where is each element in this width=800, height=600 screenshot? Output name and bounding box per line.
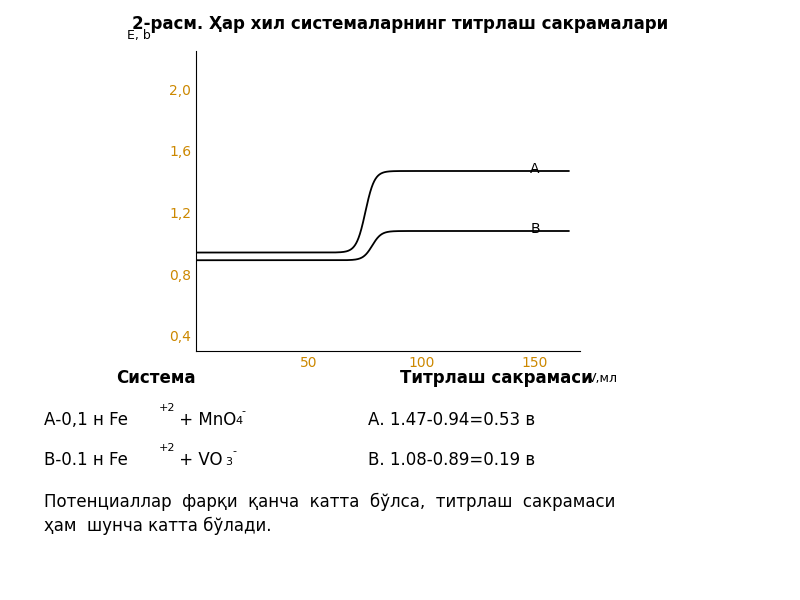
Text: -: - xyxy=(242,406,246,416)
Text: 4: 4 xyxy=(235,416,242,427)
Text: -: - xyxy=(232,446,236,456)
Text: А. 1.47-0.94=0.53 в: А. 1.47-0.94=0.53 в xyxy=(368,411,535,429)
Text: B: B xyxy=(530,221,540,236)
Text: Титрлаш сакрамаси: Титрлаш сакрамаси xyxy=(400,369,592,387)
Text: В. 1.08-0.89=0.19 в: В. 1.08-0.89=0.19 в xyxy=(368,451,535,469)
Text: 2-расм. Ҳар хил системаларнинг титрлаш сакрамалари: 2-расм. Ҳар хил системаларнинг титрлаш с… xyxy=(132,15,668,33)
Text: Потенциаллар  фарқи  қанча  катта  бўлса,  титрлаш  сакрамаси: Потенциаллар фарқи қанча катта бўлса, ти… xyxy=(44,493,615,511)
Text: +2: +2 xyxy=(158,403,175,413)
Text: + MnO: + MnO xyxy=(174,411,237,429)
Text: V,мл: V,мл xyxy=(588,372,618,385)
Text: 3: 3 xyxy=(225,457,232,467)
Text: Система: Система xyxy=(116,369,196,387)
Text: +2: +2 xyxy=(158,443,175,454)
Text: ҳам  шунча катта бўлади.: ҳам шунча катта бўлади. xyxy=(44,517,271,535)
Text: E, b: E, b xyxy=(127,29,150,42)
Text: + VO: + VO xyxy=(174,451,223,469)
Text: A: A xyxy=(530,161,540,176)
Text: В-0.1 н Fe: В-0.1 н Fe xyxy=(44,451,128,469)
Text: А-0,1 н Fe: А-0,1 н Fe xyxy=(44,411,128,429)
